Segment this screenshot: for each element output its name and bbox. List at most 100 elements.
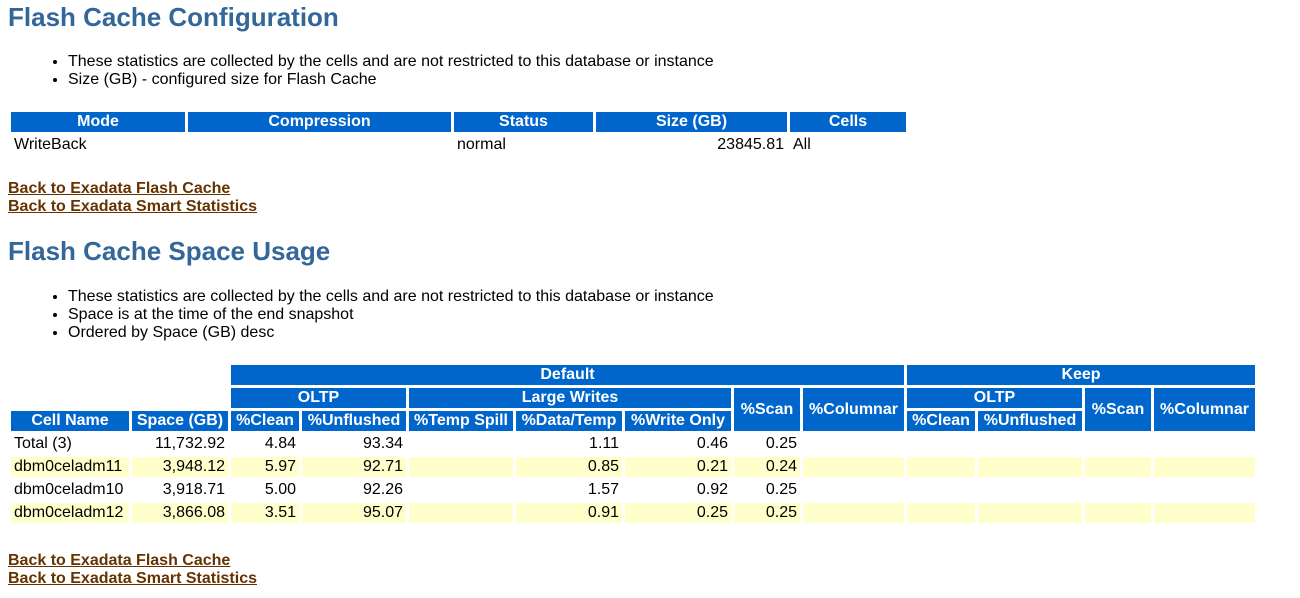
empty-header-cell bbox=[11, 365, 228, 385]
cell-write-only: 0.92 bbox=[696, 481, 728, 498]
cell-data-temp: 0.91 bbox=[516, 503, 622, 523]
cell-keep-unflushed bbox=[978, 434, 1082, 454]
cell-compression bbox=[188, 135, 451, 155]
col-header-clean: %Clean bbox=[231, 411, 299, 431]
cell-scan: 0.25 bbox=[765, 481, 797, 498]
cell-columnar bbox=[803, 457, 904, 477]
page-title-flash-cache-space-usage: Flash Cache Space Usage bbox=[8, 236, 331, 266]
note-item: These statistics are collected by the ce… bbox=[68, 53, 714, 71]
col-header-keep-clean: %Clean bbox=[907, 411, 975, 431]
cell-name: dbm0celadm10 bbox=[14, 481, 124, 498]
col-header-keep-unflushed: %Unflushed bbox=[978, 411, 1082, 431]
cell-scan: 0.24 bbox=[734, 457, 800, 477]
col-header-data-temp: %Data/Temp bbox=[516, 411, 622, 431]
table-header-row: Mode Compression Status Size (GB) Cells bbox=[11, 112, 906, 132]
cell-keep-clean bbox=[907, 434, 975, 454]
cell-space: 3,866.08 bbox=[132, 503, 228, 523]
cell-size: 23845.81 bbox=[717, 136, 784, 153]
col-header-scan: %Scan bbox=[734, 388, 800, 431]
cell-keep-columnar bbox=[1154, 480, 1255, 500]
cell-keep-scan bbox=[1085, 457, 1151, 477]
group-header-keep: Keep bbox=[907, 365, 1255, 385]
col-header-cells: Cells bbox=[790, 112, 906, 132]
cell-unflushed: 93.34 bbox=[362, 435, 403, 452]
cell-scan: 0.25 bbox=[765, 435, 797, 452]
back-to-exadata-smart-statistics-link[interactable]: Back to Exadata Smart Statistics bbox=[8, 570, 257, 587]
cell-keep-unflushed bbox=[978, 457, 1082, 477]
col-header-unflushed: %Unflushed bbox=[302, 411, 406, 431]
cell-scan: 0.25 bbox=[734, 503, 800, 523]
col-header-mode: Mode bbox=[11, 112, 185, 132]
cell-temp-spill bbox=[409, 457, 513, 477]
cell-clean: 4.84 bbox=[264, 435, 296, 452]
cell-columnar bbox=[803, 503, 904, 523]
table-row: dbm0celadm12 3,866.08 3.51 95.07 0.91 0.… bbox=[11, 503, 1255, 523]
group-header-keep-oltp: OLTP bbox=[907, 388, 1082, 408]
back-to-exadata-flash-cache-link[interactable]: Back to Exadata Flash Cache bbox=[8, 180, 231, 197]
col-header-size: Size (GB) bbox=[596, 112, 787, 132]
cell-write-only: 0.25 bbox=[625, 503, 731, 523]
table-row: dbm0celadm10 3,918.71 5.00 92.26 1.57 0.… bbox=[11, 480, 1255, 500]
col-header-space: Space (GB) bbox=[132, 411, 228, 431]
cell-keep-unflushed bbox=[978, 480, 1082, 500]
note-item: Size (GB) - configured size for Flash Ca… bbox=[68, 71, 714, 89]
table-row: WriteBack normal 23845.81 All bbox=[11, 135, 906, 155]
cell-name: dbm0celadm11 bbox=[11, 457, 129, 477]
note-item: Ordered by Space (GB) desc bbox=[68, 324, 714, 342]
col-header-cell-name: Cell Name bbox=[11, 411, 129, 431]
cell-space: 3,948.12 bbox=[132, 457, 228, 477]
space-usage-notes: These statistics are collected by the ce… bbox=[48, 288, 714, 342]
cell-keep-clean bbox=[907, 480, 975, 500]
cell-space: 3,918.71 bbox=[162, 481, 225, 498]
cell-temp-spill bbox=[409, 480, 513, 500]
cell-keep-scan bbox=[1085, 434, 1151, 454]
group-header-large-writes: Large Writes bbox=[409, 388, 731, 408]
cell-name: Total (3) bbox=[14, 435, 72, 452]
cell-mode: WriteBack bbox=[14, 136, 87, 153]
page-title-flash-cache-configuration: Flash Cache Configuration bbox=[8, 2, 339, 32]
cell-keep-columnar bbox=[1154, 457, 1255, 477]
cell-write-only: 0.21 bbox=[625, 457, 731, 477]
note-item: These statistics are collected by the ce… bbox=[68, 288, 714, 306]
col-header-keep-columnar: %Columnar bbox=[1154, 388, 1255, 431]
group-header-row-1: Default Keep bbox=[11, 365, 1255, 385]
group-header-default: Default bbox=[231, 365, 904, 385]
empty-header-cell bbox=[11, 388, 228, 408]
cell-keep-unflushed bbox=[978, 503, 1082, 523]
cell-clean: 3.51 bbox=[231, 503, 299, 523]
cell-temp-spill bbox=[409, 434, 513, 454]
cell-unflushed: 92.71 bbox=[302, 457, 406, 477]
cell-keep-columnar bbox=[1154, 434, 1255, 454]
table-row: dbm0celadm11 3,948.12 5.97 92.71 0.85 0.… bbox=[11, 457, 1255, 477]
navigation-links-top: Back to Exadata Flash Cache Back to Exad… bbox=[8, 180, 257, 216]
configuration-notes: These statistics are collected by the ce… bbox=[48, 53, 714, 89]
cell-clean: 5.00 bbox=[264, 481, 296, 498]
note-item: Space is at the time of the end snapshot bbox=[68, 306, 714, 324]
cell-unflushed: 95.07 bbox=[302, 503, 406, 523]
cell-columnar bbox=[803, 480, 904, 500]
col-header-compression: Compression bbox=[188, 112, 451, 132]
cell-keep-columnar bbox=[1154, 503, 1255, 523]
cell-temp-spill bbox=[409, 503, 513, 523]
cell-status: normal bbox=[457, 136, 506, 153]
cell-keep-clean bbox=[907, 503, 975, 523]
cell-data-temp: 1.11 bbox=[589, 435, 619, 452]
cell-data-temp: 0.85 bbox=[516, 457, 622, 477]
flash-cache-space-usage-table: Default Keep OLTP Large Writes %Scan %Co… bbox=[8, 362, 1258, 526]
cell-keep-scan bbox=[1085, 480, 1151, 500]
group-header-row-2: OLTP Large Writes %Scan %Columnar OLTP %… bbox=[11, 388, 1255, 431]
cell-clean: 5.97 bbox=[231, 457, 299, 477]
cell-keep-scan bbox=[1085, 503, 1151, 523]
cell-columnar bbox=[803, 434, 904, 454]
col-header-temp-spill: %Temp Spill bbox=[409, 411, 513, 431]
col-header-write-only: %Write Only bbox=[625, 411, 731, 431]
group-header-oltp: OLTP bbox=[231, 388, 406, 408]
cell-name: dbm0celadm12 bbox=[11, 503, 129, 523]
back-to-exadata-flash-cache-link[interactable]: Back to Exadata Flash Cache bbox=[8, 552, 231, 569]
cell-data-temp: 1.57 bbox=[587, 481, 619, 498]
cell-cells: All bbox=[793, 136, 811, 153]
col-header-row: Cell Name Space (GB) %Clean %Unflushed %… bbox=[11, 411, 1255, 431]
col-header-status: Status bbox=[454, 112, 593, 132]
col-header-keep-scan: %Scan bbox=[1085, 388, 1151, 431]
back-to-exadata-smart-statistics-link[interactable]: Back to Exadata Smart Statistics bbox=[8, 198, 257, 215]
